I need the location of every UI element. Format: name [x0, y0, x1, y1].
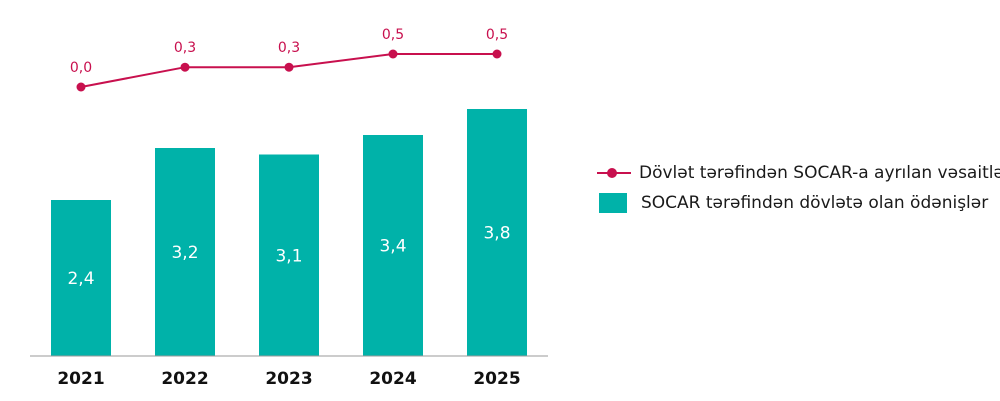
x-tick-label-2022: 2022	[161, 369, 208, 389]
bar-data-label-2022: 3,2	[171, 243, 198, 263]
bar-2024	[363, 135, 423, 356]
bar-data-label-2021: 2,4	[67, 269, 94, 289]
bar-data-label-2025: 3,8	[483, 224, 510, 244]
x-tick-label-2024: 2024	[369, 369, 416, 389]
line-point-2024	[388, 49, 398, 59]
x-axis-ticks: 2021 2022 2023 2024 2025	[57, 369, 520, 389]
legend-line-swatch	[597, 166, 631, 180]
line-series: 0,0 0,3 0,3 0,5 0,5	[70, 27, 508, 92]
bar-2025	[467, 109, 527, 356]
bar-data-label-2023: 3,1	[275, 246, 302, 266]
line-point-2022	[180, 62, 190, 72]
x-tick-label-2021: 2021	[57, 369, 104, 389]
line-data-label-2023: 0,3	[278, 40, 300, 56]
legend-item-line: Dövlət tərəfindən SOCAR-a ayrılan vəsait…	[597, 158, 1000, 188]
line-data-label-2021: 0,0	[70, 60, 92, 76]
bar-2023	[259, 154, 319, 356]
legend-label-line: Dövlət tərəfindən SOCAR-a ayrılan vəsait…	[639, 163, 1000, 183]
legend-label-bar: SOCAR tərəfindən dövlətə olan ödənişlər	[641, 193, 989, 213]
line-point-2025	[492, 49, 502, 59]
line-point-2021	[76, 82, 86, 92]
legend-item-bar: SOCAR tərəfindən dövlətə olan ödənişlər	[597, 188, 1000, 218]
x-tick-label-2025: 2025	[473, 369, 520, 389]
line-point-2023	[284, 62, 294, 72]
legend: Dövlət tərəfindən SOCAR-a ayrılan vəsait…	[597, 158, 1000, 218]
bar-2022	[155, 148, 215, 356]
bar-2021	[51, 200, 111, 356]
line-data-label-2022: 0,3	[174, 40, 196, 56]
line-data-label-2024: 0,5	[382, 27, 404, 43]
line-data-label-2025: 0,5	[486, 27, 508, 43]
bar-series: 2,4 3,2 3,1 3,4 3,8	[51, 109, 527, 356]
bar-data-label-2024: 3,4	[379, 237, 406, 257]
x-tick-label-2023: 2023	[265, 369, 312, 389]
legend-bar-swatch	[599, 193, 627, 213]
